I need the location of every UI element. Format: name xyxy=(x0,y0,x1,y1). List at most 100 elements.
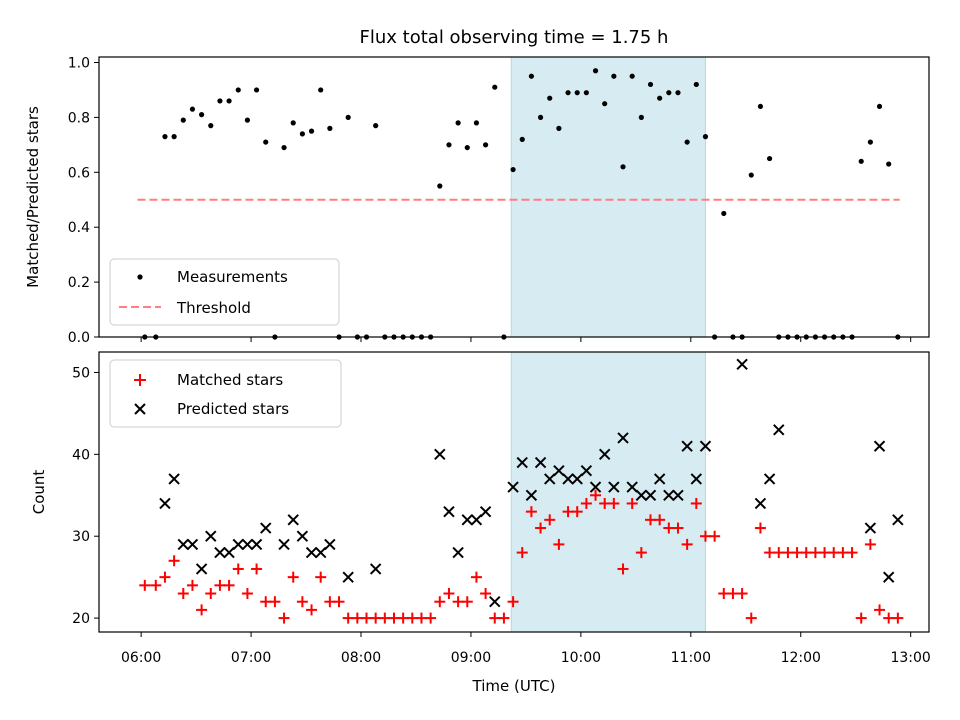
measurement-point xyxy=(858,158,864,164)
predicted-star-point xyxy=(452,546,464,559)
measurement-point xyxy=(748,172,754,178)
predicted-star-point xyxy=(296,530,309,542)
measurement-point xyxy=(675,90,681,96)
measurement-point xyxy=(537,114,544,120)
bottom-y-ticks: 20 30 40 50 xyxy=(72,365,99,627)
matched-star-point xyxy=(480,588,492,600)
matched-star-point xyxy=(855,612,867,624)
measurement-point xyxy=(180,117,186,123)
bottom-x-tick-label: 10:00 xyxy=(561,650,601,666)
matched-star-point xyxy=(525,506,537,518)
matched-star-point xyxy=(498,612,510,624)
matched-star-point xyxy=(177,588,189,600)
predicted-star-point xyxy=(470,514,483,526)
predicted-star-point xyxy=(205,530,217,542)
predicted-star-point xyxy=(305,546,318,559)
predicted-star-point xyxy=(214,546,226,559)
matched-star-point xyxy=(571,506,583,518)
measurement-point xyxy=(253,87,260,93)
predicted-star-point xyxy=(580,465,593,477)
matched-star-point xyxy=(251,563,263,575)
matched-star-point xyxy=(159,571,171,583)
legend-measurements-marker xyxy=(137,274,143,280)
bottom-x-tick-label: 12:00 xyxy=(781,650,821,666)
measurement-point xyxy=(519,136,525,142)
legend-matched-marker xyxy=(134,374,146,386)
matched-star-point xyxy=(315,571,327,583)
top-y-tick-label: 0.4 xyxy=(68,220,90,236)
predicted-star-point xyxy=(873,440,886,452)
measurement-point xyxy=(308,128,315,134)
matched-star-point xyxy=(681,538,693,550)
matched-star-point xyxy=(287,571,299,583)
predicted-star-point xyxy=(443,505,455,518)
bottom-panel: 20 30 40 50 06:00 07:00 08:00 09:00 10:00 11:00 1… xyxy=(30,351,931,695)
measurement-point xyxy=(290,120,296,126)
matched-star-point xyxy=(168,555,180,567)
predicted-star-point xyxy=(461,514,473,526)
measurement-point xyxy=(263,139,269,145)
predicted-star-point xyxy=(507,481,519,493)
predicted-star-point xyxy=(617,432,629,444)
measurement-point xyxy=(189,106,196,112)
bottom-x-tick-label: 09:00 xyxy=(451,650,491,666)
predicted-star-point xyxy=(525,489,538,501)
matched-star-point xyxy=(223,579,235,591)
matched-star-point xyxy=(754,522,766,534)
measurement-point xyxy=(876,103,883,110)
measurement-point xyxy=(455,120,461,126)
bottom-x-ticks: 06:00 07:00 08:00 09:00 10:00 11:00 12:00 13:00 xyxy=(121,632,931,666)
predicted-star-point xyxy=(736,358,748,370)
measurement-point xyxy=(657,95,663,101)
matched-star-point xyxy=(608,497,620,509)
predicted-star-point xyxy=(653,473,666,485)
measurement-point xyxy=(602,101,608,107)
predicted-star-point xyxy=(562,473,574,485)
measurement-point xyxy=(162,134,168,140)
measurement-point xyxy=(684,139,690,145)
measurement-point xyxy=(757,103,764,110)
matched-star-point xyxy=(269,596,281,608)
measurement-point xyxy=(693,81,699,88)
bottom-y-tick-label: 30 xyxy=(72,529,90,545)
matched-star-point xyxy=(864,538,876,550)
matched-star-point xyxy=(461,596,473,608)
top-legend-box xyxy=(109,258,340,326)
matched-star-point xyxy=(425,612,437,624)
predicted-star-point xyxy=(241,538,254,551)
matched-star-point xyxy=(736,588,748,600)
measurement-point xyxy=(281,144,287,151)
predicted-star-point xyxy=(479,505,492,518)
measurement-point xyxy=(565,90,571,96)
measurement-point xyxy=(464,144,470,151)
measurement-point xyxy=(299,131,305,137)
top-axes-frame xyxy=(98,56,930,338)
measurement-point xyxy=(666,90,672,96)
measurement-point xyxy=(318,87,324,93)
measurement-point xyxy=(867,139,873,145)
measurement-point xyxy=(217,98,223,104)
predicted-star-point xyxy=(434,448,446,461)
matched-star-point xyxy=(232,563,244,575)
measurement-point xyxy=(611,73,617,79)
predicted-star-point xyxy=(598,448,611,461)
predicted-star-point xyxy=(489,596,501,608)
measurement-point xyxy=(208,123,214,129)
predicted-star-point xyxy=(763,473,776,485)
measurement-point xyxy=(473,120,480,126)
predicted-star-point xyxy=(589,481,602,493)
measurement-point xyxy=(556,125,562,131)
matched-star-point xyxy=(150,579,162,591)
matched-star-point xyxy=(654,514,666,526)
matched-star-point xyxy=(306,604,318,616)
measurement-point xyxy=(327,125,333,131)
legend-matched-label: Matched stars xyxy=(177,371,283,389)
predicted-star-point xyxy=(342,571,354,583)
matched-star-point xyxy=(470,571,482,583)
matched-star-point xyxy=(278,612,290,624)
matched-star-point xyxy=(139,579,151,591)
measurement-point xyxy=(647,81,654,88)
bottom-x-tick-label: 11:00 xyxy=(671,650,711,666)
predicted-star-point xyxy=(159,497,171,510)
